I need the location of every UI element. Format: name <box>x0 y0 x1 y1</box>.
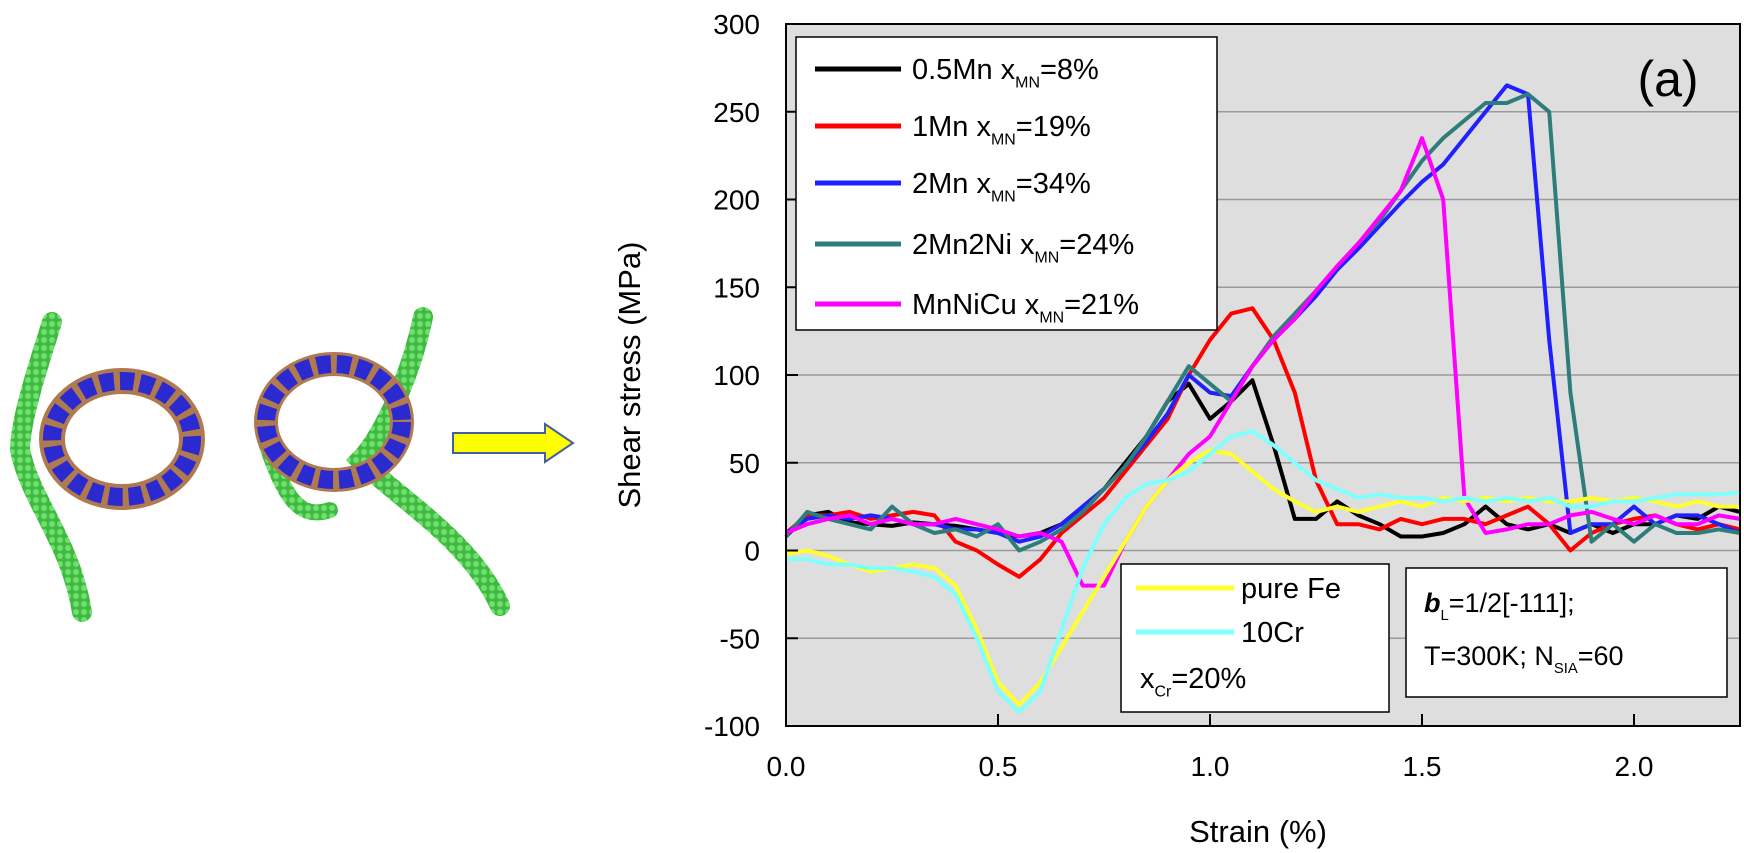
legend-note: xCr=20% <box>1140 663 1246 701</box>
info-line: bL=1/2[-111]; <box>1424 588 1575 624</box>
subscript: SIA <box>1554 661 1578 677</box>
legend-label: 0.5Mn xMN=8% <box>912 54 1099 92</box>
subscript: Cr <box>1155 684 1173 701</box>
x-axis-label: Strain (%) <box>1189 814 1327 849</box>
text-part: MnNiCu x <box>912 289 1040 321</box>
legend-label: MnNiCu xMN=21% <box>912 289 1139 327</box>
text-part: 2Mn2Ni x <box>912 229 1035 261</box>
series-line <box>785 136 1741 588</box>
text-part: =60 <box>1578 641 1624 671</box>
arrow <box>452 422 575 464</box>
x-tick-label: 0.5 <box>979 751 1018 782</box>
lines <box>784 83 1741 714</box>
loop-illustration <box>9 307 575 622</box>
panel-label: (a) <box>1637 51 1698 107</box>
legend-label: 1Mn xMN=19% <box>912 111 1091 149</box>
text-part: =20% <box>1171 663 1246 695</box>
text-part: 10Cr <box>1241 617 1304 649</box>
dislocation-line <box>345 307 510 616</box>
text-part: =1/2[-111]; <box>1449 588 1575 618</box>
legend: pure Fe 10Cr xCr=20% <box>1120 563 1390 713</box>
y-tick-label: 100 <box>713 360 760 391</box>
text-part: T=300K; N <box>1424 641 1554 671</box>
x-tick-label: 1.0 <box>1191 751 1230 782</box>
series-line <box>785 448 1740 707</box>
subscript: MN <box>991 132 1016 149</box>
dislocation-line <box>9 312 92 622</box>
y-tick-label: 250 <box>713 97 760 128</box>
subscript: MN <box>1039 310 1064 327</box>
loop-ring <box>43 372 201 506</box>
y-axis-label: Shear stress (MPa) <box>612 241 647 508</box>
text-part: 0.5Mn x <box>912 54 1016 86</box>
subscript: MN <box>1015 75 1040 92</box>
legend-label: 2Mn xMN=34% <box>912 168 1091 206</box>
text-part: pure Fe <box>1241 573 1341 605</box>
y-tick-label: -100 <box>704 711 760 742</box>
legend-label: 2Mn2Ni xMN=24% <box>912 229 1134 267</box>
text-part: =24% <box>1059 229 1134 261</box>
legend-label: pure Fe <box>1241 573 1341 605</box>
x-tick-label: 2.0 <box>1615 751 1654 782</box>
text-part: =34% <box>1016 168 1091 200</box>
text-part: =8% <box>1040 54 1099 86</box>
info-box-frame <box>1405 567 1728 698</box>
legend-label: 10Cr <box>1241 617 1304 649</box>
series-line <box>786 429 1741 714</box>
text-part: b <box>1424 588 1441 618</box>
text-part: =21% <box>1064 289 1139 321</box>
info-line: T=300K; NSIA=60 <box>1424 641 1624 677</box>
legend: 0.5Mn xMN=8%1Mn xMN=19%2Mn xMN=34%2Mn2Ni… <box>795 36 1218 331</box>
text-part: x <box>1140 663 1155 695</box>
y-tick-label: 200 <box>713 185 760 216</box>
x-tick-label: 1.5 <box>1403 751 1442 782</box>
subscript: L <box>1441 608 1449 624</box>
text-part: 2Mn x <box>912 168 991 200</box>
y-tick-label: -50 <box>720 623 760 654</box>
x-tick-label: 0.0 <box>767 751 806 782</box>
text-part: =19% <box>1016 111 1091 143</box>
y-tick-label: 300 <box>713 9 760 40</box>
y-tick-label: 150 <box>713 272 760 303</box>
subscript: MN <box>1035 250 1060 267</box>
y-tick-label: 0 <box>744 536 760 567</box>
text-part: 1Mn x <box>912 111 991 143</box>
y-tick-label: 50 <box>729 448 760 479</box>
subscript: MN <box>991 189 1016 206</box>
info-box: bL=1/2[-111]; T=300K; NSIA=60 <box>1405 567 1728 698</box>
loop-ring <box>257 355 411 489</box>
